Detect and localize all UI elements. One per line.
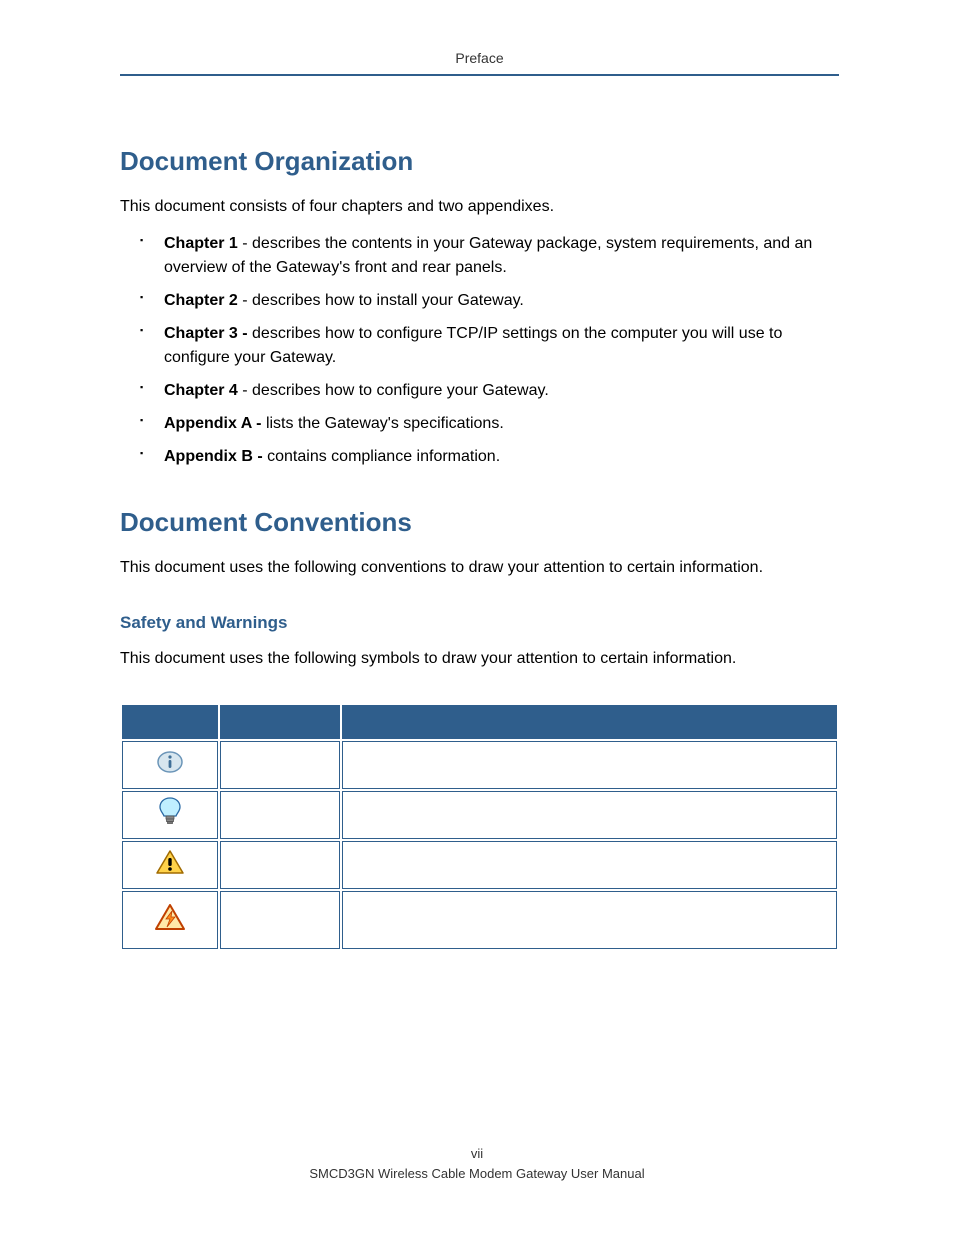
symbol-cell [122, 841, 218, 889]
table-row [122, 891, 837, 949]
page-number: vii [0, 1144, 954, 1164]
item-sep: - [238, 235, 252, 252]
item-text: describes how to configure TCP/IP settin… [164, 325, 782, 366]
list-item: Chapter 2 - describes how to install you… [148, 289, 839, 313]
table-header-cell [220, 705, 340, 739]
item-text: lists the Gateway's specifications. [266, 415, 504, 432]
table-header-cell [122, 705, 218, 739]
tip-icon [159, 797, 181, 827]
org-bullet-list: Chapter 1 - describes the contents in yo… [120, 232, 839, 469]
item-text: describes the contents in your Gateway p… [164, 235, 812, 276]
table-cell [220, 891, 340, 949]
list-item: Chapter 4 - describes how to configure y… [148, 379, 839, 403]
page-footer: vii SMCD3GN Wireless Cable Modem Gateway… [0, 1144, 954, 1183]
symbols-table [120, 703, 839, 951]
item-sep: - [238, 382, 252, 399]
heading-document-conventions: Document Conventions [120, 507, 839, 538]
symbol-cell [122, 891, 218, 949]
symbol-cell [122, 741, 218, 789]
warning-icon [155, 849, 185, 875]
list-item: Chapter 3 - describes how to configure T… [148, 322, 839, 370]
symbol-cell [122, 791, 218, 839]
table-cell [220, 741, 340, 789]
header-section-label: Preface [120, 50, 839, 74]
table-cell [342, 791, 837, 839]
electric-shock-icon [154, 903, 186, 931]
item-label: Chapter 2 [164, 292, 238, 309]
item-sep: - [238, 292, 252, 309]
safety-intro: This document uses the following symbols… [120, 647, 839, 670]
conv-intro: This document uses the following convent… [120, 556, 839, 579]
list-item: Appendix A - lists the Gateway's specifi… [148, 412, 839, 436]
list-item: Appendix B - contains compliance informa… [148, 445, 839, 469]
item-label: Chapter 4 [164, 382, 238, 399]
item-label: Chapter 3 - [164, 325, 248, 342]
item-text: describes how to install your Gateway. [252, 292, 524, 309]
heading-document-organization: Document Organization [120, 146, 839, 177]
footer-title: SMCD3GN Wireless Cable Modem Gateway Use… [0, 1164, 954, 1184]
list-item: Chapter 1 - describes the contents in yo… [148, 232, 839, 280]
table-row [122, 791, 837, 839]
table-header-cell [342, 705, 837, 739]
item-label: Appendix A - [164, 415, 261, 432]
table-cell [220, 791, 340, 839]
item-label: Chapter 1 [164, 235, 238, 252]
info-icon [156, 750, 184, 774]
table-cell [342, 741, 837, 789]
header-rule [120, 74, 839, 76]
item-label: Appendix B - [164, 448, 263, 465]
table-cell [342, 891, 837, 949]
org-intro: This document consists of four chapters … [120, 195, 839, 218]
item-text: contains compliance information. [267, 448, 500, 465]
heading-safety-warnings: Safety and Warnings [120, 613, 839, 633]
table-header-row [122, 705, 837, 739]
table-cell [220, 841, 340, 889]
item-text: describes how to configure your Gateway. [252, 382, 549, 399]
table-cell [342, 841, 837, 889]
table-row [122, 741, 837, 789]
table-row [122, 841, 837, 889]
